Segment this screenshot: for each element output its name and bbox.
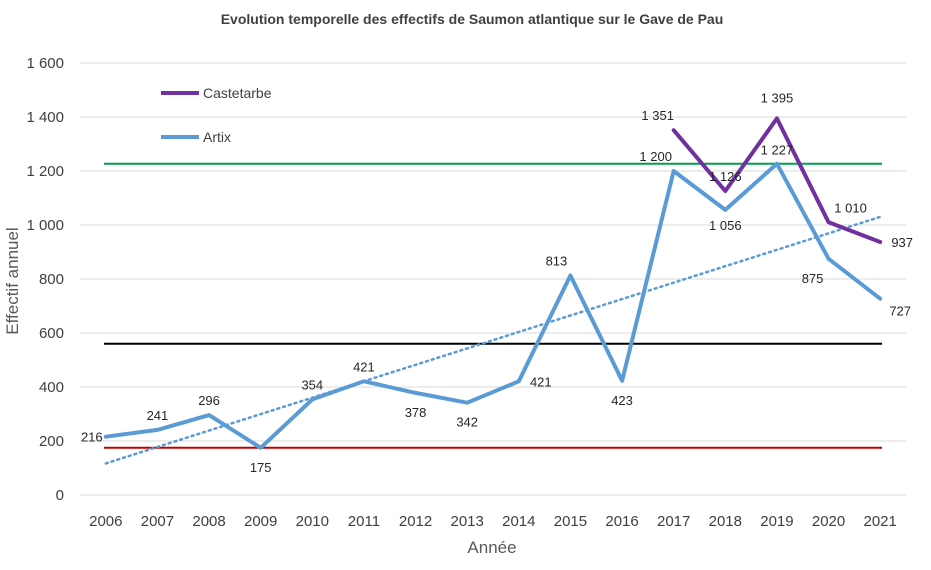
series-line-castetarbe xyxy=(671,116,883,244)
x-tick-label: 2013 xyxy=(451,513,484,530)
data-label-artix: 241 xyxy=(147,408,169,423)
y-tick-label: 1 200 xyxy=(26,163,64,180)
y-axis-label: Effectif annuel xyxy=(3,227,22,334)
legend-label-castetarbe: Castetarbe xyxy=(203,85,272,101)
y-tick-label: 1 600 xyxy=(26,55,64,72)
x-tick-label: 2008 xyxy=(192,513,225,530)
y-tick-label: 0 xyxy=(56,487,64,504)
x-tick-label: 2019 xyxy=(760,513,793,530)
legend: Castetarbe Artix xyxy=(161,85,272,145)
data-label-artix: 1 200 xyxy=(639,149,672,164)
data-label-artix: 423 xyxy=(611,393,633,408)
y-tick-label: 1 000 xyxy=(26,217,64,234)
data-label-artix: 813 xyxy=(546,253,568,268)
x-tick-label: 2007 xyxy=(141,513,174,530)
y-tick-label: 800 xyxy=(39,271,64,288)
x-axis-label: Année xyxy=(467,538,516,557)
x-tick-label: 2015 xyxy=(554,513,587,530)
data-label-artix: 1 056 xyxy=(709,218,742,233)
data-label-castetarbe: 1 126 xyxy=(709,169,742,184)
legend-label-artix: Artix xyxy=(203,129,231,145)
data-label-artix: 175 xyxy=(250,460,272,475)
data-label-castetarbe: 1 010 xyxy=(834,200,867,215)
reference-lines xyxy=(104,162,882,449)
x-tick-label: 2011 xyxy=(348,513,380,530)
series-line-artix xyxy=(103,161,883,450)
x-tick-label: 2016 xyxy=(605,513,638,530)
x-tick-label: 2018 xyxy=(709,513,742,530)
series-lines xyxy=(103,116,883,450)
y-axis-ticks: 0 200 400 600 800 1 000 1 200 1 400 1 600 xyxy=(26,55,64,504)
data-label-artix: 727 xyxy=(889,304,911,319)
data-label-artix: 342 xyxy=(456,415,478,430)
trendline-artix xyxy=(104,215,882,465)
x-tick-label: 2020 xyxy=(812,513,845,530)
y-tick-label: 1 400 xyxy=(26,109,64,126)
data-label-artix: 216 xyxy=(81,430,103,445)
x-tick-label: 2014 xyxy=(502,513,535,530)
data-label-artix: 421 xyxy=(353,359,375,374)
y-tick-label: 400 xyxy=(39,379,64,396)
data-label-castetarbe: 1 351 xyxy=(641,108,674,123)
x-tick-label: 2017 xyxy=(657,513,690,530)
data-label-castetarbe: 937 xyxy=(891,235,913,250)
x-axis-ticks: 2006 2007 2008 2009 2010 2011 2012 2013 2014 2015… xyxy=(89,513,897,530)
data-label-artix: 296 xyxy=(198,393,220,408)
data-label-castetarbe: 1 395 xyxy=(761,90,794,105)
x-tick-label: 2010 xyxy=(296,513,329,530)
data-label-artix: 875 xyxy=(802,271,824,286)
x-tick-label: 2012 xyxy=(399,513,432,530)
data-label-artix: 378 xyxy=(405,405,427,420)
data-label-artix: 354 xyxy=(301,377,323,392)
data-label-artix: 1 227 xyxy=(761,143,794,158)
x-tick-label: 2021 xyxy=(864,513,897,530)
trendline xyxy=(104,215,882,465)
x-tick-label: 2009 xyxy=(244,513,277,530)
chart-title: Evolution temporelle des effectifs de Sa… xyxy=(221,11,724,27)
data-label-artix: 421 xyxy=(530,374,552,389)
data-labels: 216 241 296 175 354 421 378 342 421 813 423 1 200 1 … xyxy=(81,90,913,474)
x-tick-label: 2006 xyxy=(89,513,122,530)
gridlines xyxy=(80,62,906,496)
y-tick-label: 600 xyxy=(39,325,64,342)
y-tick-label: 200 xyxy=(39,433,64,450)
